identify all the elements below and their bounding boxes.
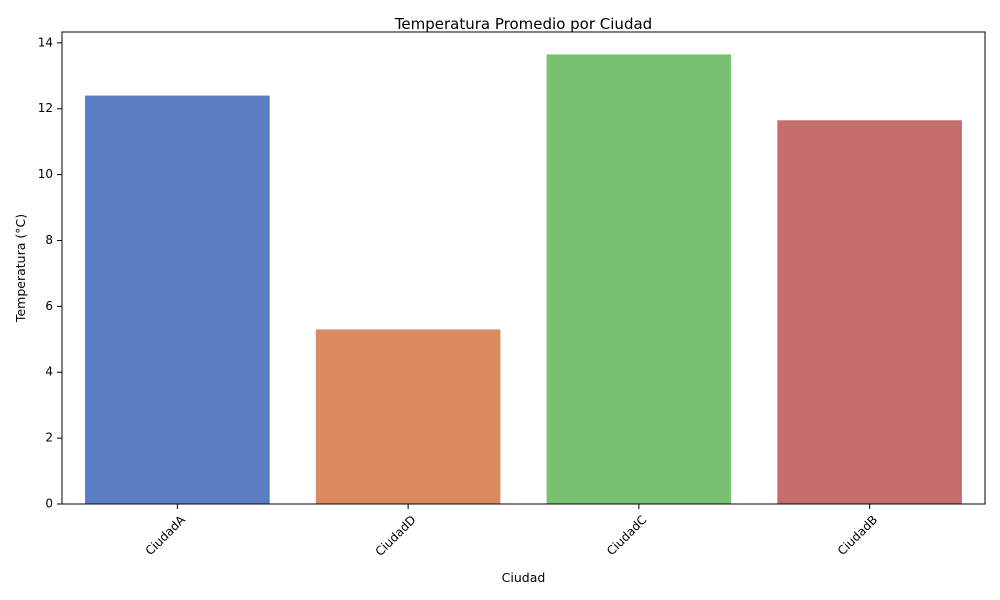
x-tick-label: CiudadC [604, 513, 649, 558]
plot-frame [61, 31, 986, 505]
bar-ciudada [85, 95, 270, 504]
y-tick-label: 8 [45, 233, 53, 247]
y-axis-label: Temperatura (°C) [13, 214, 28, 323]
y-tick-label: 4 [45, 365, 53, 379]
x-tick-label: CiudadD [373, 513, 419, 559]
x-tick-label: CiudadB [835, 513, 880, 558]
x-axis-label: Ciudad [502, 570, 546, 585]
x-tick-label: CiudadA [143, 512, 189, 558]
x-axis-ticks: CiudadA CiudadD CiudadC CiudadB [143, 504, 880, 559]
y-tick-label: 14 [38, 35, 53, 49]
bar-ciudadd [315, 329, 501, 504]
y-tick-label: 12 [38, 101, 53, 115]
chart-title: Temperatura Promedio por Ciudad [394, 15, 652, 33]
y-tick-label: 2 [45, 431, 53, 445]
bar-ciudadb [777, 120, 962, 504]
y-axis-ticks: 0 2 4 6 8 10 12 14 [38, 35, 62, 511]
y-tick-label: 6 [45, 299, 53, 313]
y-tick-label: 0 [45, 497, 53, 511]
bars-group [85, 54, 962, 504]
y-tick-label: 10 [38, 167, 53, 181]
bar-ciudadc [546, 54, 732, 504]
